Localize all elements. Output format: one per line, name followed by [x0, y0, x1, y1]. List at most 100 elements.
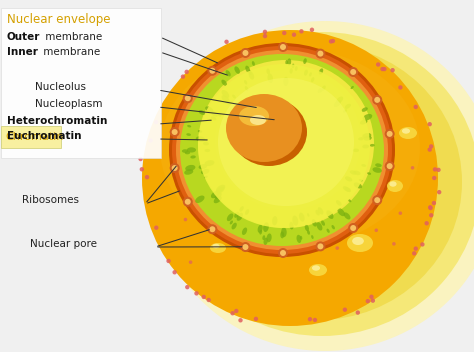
Circle shape: [429, 144, 433, 149]
Ellipse shape: [362, 133, 371, 138]
Ellipse shape: [362, 145, 369, 149]
Ellipse shape: [348, 199, 351, 202]
Ellipse shape: [234, 67, 240, 74]
Circle shape: [348, 223, 358, 233]
Circle shape: [428, 147, 432, 152]
Ellipse shape: [231, 223, 237, 230]
Ellipse shape: [315, 210, 320, 215]
Circle shape: [183, 218, 187, 221]
Ellipse shape: [239, 106, 269, 126]
Ellipse shape: [266, 68, 270, 75]
Circle shape: [234, 309, 238, 313]
Ellipse shape: [336, 200, 342, 206]
Ellipse shape: [345, 176, 352, 182]
Circle shape: [371, 298, 375, 303]
Ellipse shape: [169, 43, 395, 257]
Circle shape: [392, 242, 396, 246]
Circle shape: [308, 317, 312, 321]
Circle shape: [207, 298, 211, 302]
Circle shape: [356, 310, 360, 315]
Ellipse shape: [317, 222, 322, 231]
Ellipse shape: [304, 70, 308, 76]
Circle shape: [282, 31, 286, 35]
Ellipse shape: [242, 227, 247, 235]
Ellipse shape: [326, 210, 334, 219]
Circle shape: [138, 157, 143, 161]
Ellipse shape: [185, 151, 190, 154]
Ellipse shape: [211, 112, 218, 117]
Ellipse shape: [187, 125, 191, 127]
Ellipse shape: [214, 196, 222, 203]
Ellipse shape: [352, 237, 364, 245]
Ellipse shape: [309, 72, 312, 77]
Circle shape: [369, 295, 374, 299]
Ellipse shape: [199, 110, 205, 115]
FancyBboxPatch shape: [1, 126, 61, 148]
Circle shape: [313, 318, 317, 322]
Ellipse shape: [358, 137, 364, 140]
Ellipse shape: [218, 114, 221, 117]
Ellipse shape: [375, 163, 382, 167]
Ellipse shape: [199, 164, 207, 169]
Circle shape: [336, 246, 339, 250]
Text: Nuclear pore: Nuclear pore: [30, 239, 97, 249]
Ellipse shape: [216, 187, 225, 194]
Ellipse shape: [307, 230, 310, 235]
Ellipse shape: [234, 212, 239, 218]
Ellipse shape: [160, 48, 420, 248]
Ellipse shape: [295, 66, 298, 71]
Ellipse shape: [300, 236, 302, 240]
Ellipse shape: [337, 208, 345, 216]
Ellipse shape: [281, 227, 287, 237]
Ellipse shape: [264, 238, 268, 245]
Ellipse shape: [353, 149, 359, 152]
Circle shape: [432, 201, 436, 205]
Ellipse shape: [362, 107, 368, 112]
Ellipse shape: [237, 213, 243, 221]
Ellipse shape: [305, 225, 309, 231]
Ellipse shape: [370, 144, 375, 147]
Ellipse shape: [180, 54, 384, 246]
Circle shape: [331, 39, 335, 43]
Ellipse shape: [258, 225, 263, 233]
Ellipse shape: [373, 167, 382, 173]
Ellipse shape: [303, 58, 307, 64]
Circle shape: [436, 168, 441, 172]
Ellipse shape: [248, 71, 254, 80]
Ellipse shape: [174, 44, 462, 320]
Circle shape: [432, 176, 437, 180]
Ellipse shape: [290, 68, 293, 74]
Circle shape: [376, 62, 380, 67]
Ellipse shape: [211, 190, 220, 198]
Ellipse shape: [250, 115, 266, 125]
Circle shape: [382, 67, 387, 71]
Ellipse shape: [327, 229, 330, 233]
Circle shape: [183, 197, 193, 207]
Text: Outer: Outer: [7, 32, 40, 42]
Circle shape: [210, 68, 215, 74]
Circle shape: [185, 95, 191, 101]
Circle shape: [172, 129, 178, 135]
Ellipse shape: [216, 185, 225, 192]
Ellipse shape: [272, 216, 277, 225]
Ellipse shape: [212, 244, 219, 248]
Circle shape: [387, 131, 392, 137]
Ellipse shape: [184, 169, 193, 175]
Circle shape: [210, 226, 215, 232]
Circle shape: [148, 138, 153, 143]
Ellipse shape: [244, 80, 247, 84]
Ellipse shape: [262, 235, 265, 240]
Circle shape: [315, 49, 326, 59]
Circle shape: [292, 32, 296, 37]
Circle shape: [374, 197, 380, 203]
Circle shape: [170, 127, 180, 137]
Circle shape: [207, 66, 218, 76]
Circle shape: [372, 95, 382, 105]
Ellipse shape: [164, 32, 474, 336]
Ellipse shape: [390, 181, 397, 187]
Circle shape: [172, 165, 178, 171]
Circle shape: [437, 190, 441, 194]
Circle shape: [243, 50, 248, 56]
Circle shape: [350, 69, 356, 75]
Circle shape: [145, 175, 149, 179]
